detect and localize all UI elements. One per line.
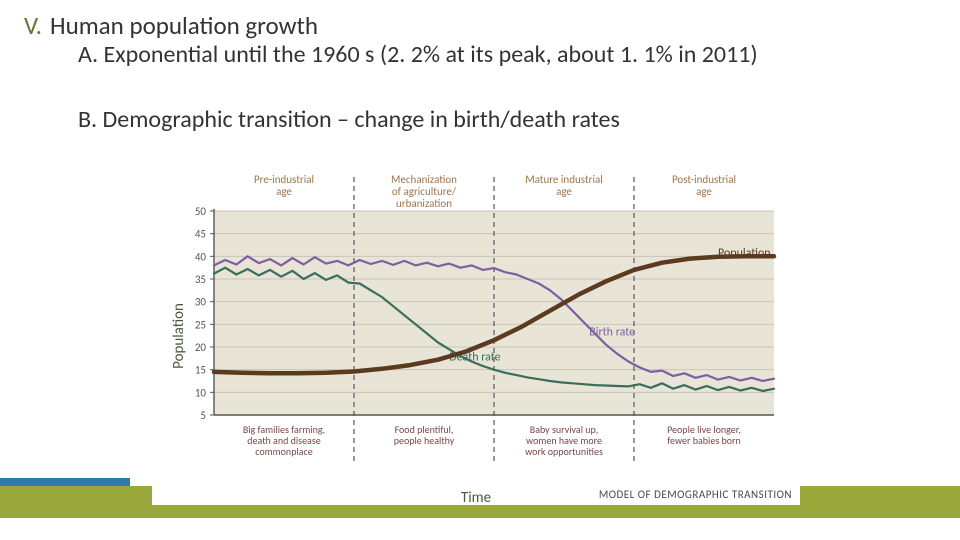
svg-text:age: age — [276, 185, 292, 198]
svg-text:age: age — [556, 185, 572, 198]
demographic-transition-chart: Population Time 5101520253035404550Pre-i… — [152, 167, 800, 505]
outline-item-b: B. Demographic transition – change in bi… — [78, 105, 620, 135]
svg-text:people healthy: people healthy — [394, 434, 455, 447]
svg-text:Birth rate: Birth rate — [589, 326, 635, 340]
svg-text:commonplace: commonplace — [255, 445, 312, 458]
svg-text:age: age — [696, 185, 712, 198]
svg-text:40: 40 — [195, 250, 207, 263]
slide: V. Human population growth A. Exponentia… — [0, 0, 960, 540]
svg-text:25: 25 — [195, 318, 206, 331]
outline-roman: V. — [24, 10, 42, 41]
svg-text:50: 50 — [195, 205, 207, 218]
footer-accent — [0, 478, 130, 486]
svg-text:Population: Population — [718, 246, 771, 260]
svg-text:10: 10 — [195, 386, 207, 399]
svg-text:fewer babies born: fewer babies born — [667, 434, 741, 447]
chart-svg: 5101520253035404550Pre-industrialageBig … — [180, 171, 780, 471]
outline-title: Human population growth — [50, 10, 318, 41]
svg-text:urbanization: urbanization — [396, 197, 452, 210]
svg-text:15: 15 — [195, 364, 206, 377]
svg-text:20: 20 — [195, 341, 207, 354]
svg-text:5: 5 — [200, 409, 206, 422]
outline-item-a: A. Exponential until the 1960 s (2. 2% a… — [78, 40, 758, 70]
svg-text:work opportunities: work opportunities — [525, 445, 603, 458]
x-axis-label: Time — [461, 489, 491, 507]
svg-text:35: 35 — [195, 273, 206, 286]
svg-text:45: 45 — [195, 228, 206, 241]
chart-caption: MODEL OF DEMOGRAPHIC TRANSITION — [599, 488, 792, 501]
svg-text:30: 30 — [195, 296, 207, 309]
